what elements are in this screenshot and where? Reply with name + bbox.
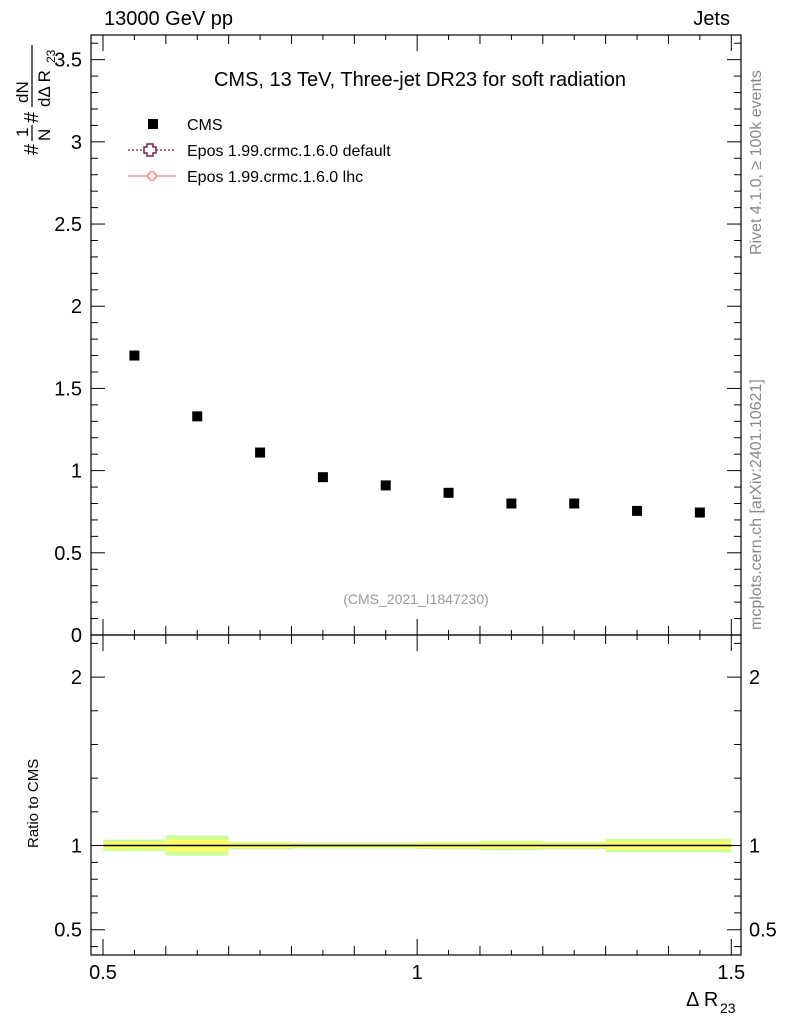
- x-tick-label: 1: [412, 962, 423, 984]
- cms-data-point: [192, 411, 203, 422]
- y-tick-label-main: 0: [71, 625, 82, 647]
- cms-data-point: [569, 498, 580, 509]
- svg-text:1: 1: [13, 128, 32, 137]
- svg-text:23: 23: [720, 1000, 736, 1016]
- legend-label-cms: CMS: [187, 117, 223, 134]
- legend: CMS Epos 1.99.crmc.1.6.0 default Epos 1.…: [128, 117, 391, 186]
- svg-text:#: #: [21, 111, 43, 123]
- svg-text:dN: dN: [13, 81, 32, 103]
- cms-data-point: [255, 447, 266, 458]
- legend-marker-epos-default: [143, 143, 157, 157]
- y-tick-label-ratio-right: 1: [749, 836, 760, 858]
- cms-data-point: [129, 350, 140, 361]
- y-tick-label-ratio-right: 2: [749, 667, 760, 689]
- y-tick-label-main: 2: [71, 296, 82, 318]
- y-tick-label-ratio: 2: [71, 667, 82, 689]
- header-left: 13000 GeV pp: [104, 8, 233, 30]
- cms-data-point: [506, 498, 517, 509]
- ratio-plot-frame: [90, 634, 742, 956]
- x-tick-label: 1.5: [717, 962, 745, 984]
- chart-title: CMS, 13 TeV, Three-jet DR23 for soft rad…: [214, 69, 626, 91]
- y-tick-label-main: 1: [71, 461, 82, 483]
- y-tick-label-main: 2.5: [54, 214, 82, 236]
- cms-data-point: [443, 487, 454, 498]
- y-tick-label-ratio: 0.5: [54, 920, 82, 942]
- y-axis-label-main: # 1 N # dN dΔ R 23: [13, 45, 58, 155]
- legend-marker-cms: [148, 119, 158, 129]
- cms-data-point: [380, 480, 391, 491]
- y-tick-label-main: 0.5: [54, 543, 82, 565]
- y-axis-label-ratio: Ratio to CMS: [25, 759, 42, 848]
- svg-text:dΔ R: dΔ R: [35, 70, 54, 107]
- cms-data-point: [632, 505, 643, 516]
- y-tick-label-ratio: 1: [71, 836, 82, 858]
- legend-label-epos-default: Epos 1.99.crmc.1.6.0 default: [187, 143, 391, 160]
- svg-text:N: N: [35, 129, 54, 141]
- x-tick-label: 0.5: [89, 962, 117, 984]
- y-tick-label-main: 1.5: [54, 378, 82, 400]
- x-axis-label: Δ R 23: [686, 989, 736, 1016]
- cms-data-point: [694, 507, 705, 518]
- y-tick-label-ratio-right: 0.5: [749, 920, 777, 942]
- y-tick-label-main: 3.5: [54, 50, 82, 72]
- legend-label-epos-lhc: Epos 1.99.crmc.1.6.0 lhc: [187, 169, 363, 186]
- y-tick-label-main: 3: [71, 132, 82, 154]
- cms-data-point: [317, 472, 328, 483]
- header-right: Jets: [693, 8, 730, 30]
- svg-text:#: #: [21, 143, 43, 155]
- legend-marker-epos-lhc: [147, 171, 157, 181]
- analysis-tag: (CMS_2021_I1847230): [343, 591, 489, 607]
- svg-text:23: 23: [44, 49, 58, 63]
- svg-text:Δ R: Δ R: [686, 989, 718, 1011]
